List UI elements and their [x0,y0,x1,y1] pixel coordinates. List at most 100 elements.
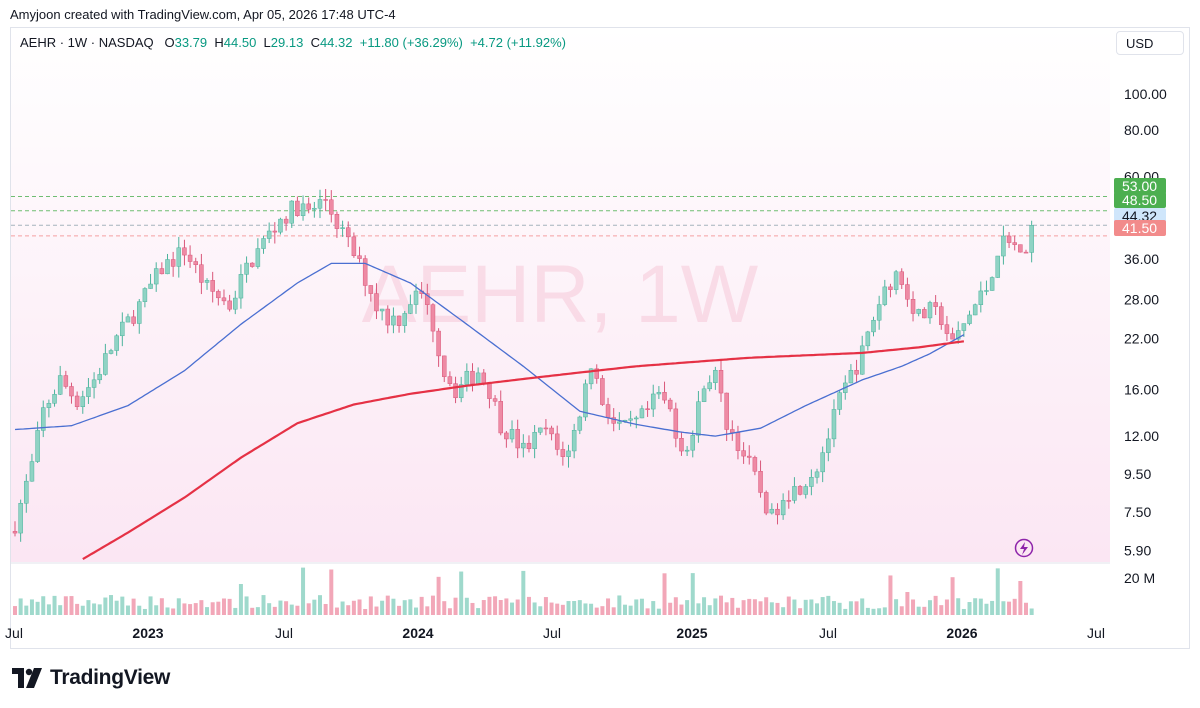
volume-bar [92,603,97,615]
volume-bar [329,569,334,615]
volume-bar [606,598,611,615]
candle-body [86,387,91,397]
volume-bar [18,598,23,615]
candle-body [80,396,86,407]
candle-body [453,383,458,399]
volume-bar [939,605,944,615]
candle-body [837,392,842,410]
candle-body [1029,225,1034,253]
candle-body [40,407,46,431]
volume-bar [668,602,673,615]
candle-body [447,376,453,384]
volume-bar [707,605,712,615]
candle-body [492,398,498,402]
currency-selector[interactable]: USD [1116,31,1184,55]
candle-body [662,392,667,401]
volume-bar [385,595,390,615]
tradingview-logo: TradingView [12,666,170,690]
candle-body [950,333,955,340]
candle-body [718,370,724,394]
volume-bar [843,608,848,615]
volume-bar [815,603,820,615]
volume-bar [58,605,63,615]
candle-body [368,285,374,294]
candle-body [634,417,639,420]
candle-body [978,290,984,305]
candle-body [199,264,204,283]
candle-body [69,386,74,397]
volume-bar [148,596,153,615]
candle-body [713,370,718,383]
volume-bar [944,599,949,615]
volume-bar [210,602,215,615]
candle-body [667,399,673,410]
volume-bar [786,596,791,615]
volume-bar [662,573,667,615]
candle-body [679,438,684,452]
volume-bar [916,606,921,615]
volume-bar [1007,601,1012,615]
candle-body [617,421,622,424]
volume-bar [927,600,932,615]
volume-bar [577,600,582,615]
volume-bar [447,608,452,615]
symbol-label[interactable]: AEHR · 1W · NASDAQ [20,35,154,50]
price-badge [1114,178,1166,194]
candle-body [233,297,238,310]
volume-bar [741,600,746,615]
x-tick-label: 2025 [676,625,707,641]
candle-body [639,408,645,419]
candle-body [797,486,803,495]
volume-bar [301,567,306,615]
lightning-icon [1014,538,1034,558]
volume-bar [46,604,51,615]
volume-bar [899,606,904,615]
candle-body [735,432,741,451]
volume-bar [430,595,435,615]
moving-average-slow-line [82,340,965,561]
volume-bar [255,607,260,615]
volume-bar [854,601,859,615]
volume-bar [950,577,955,615]
volume-bar [538,606,543,615]
candle-body [227,300,232,310]
candle-body [1012,242,1017,245]
candle-body [763,492,769,514]
candle-body [74,395,80,407]
volume-bar [86,600,91,615]
candle-body [532,432,537,449]
volume-bar [272,606,277,615]
candle-body [52,394,57,404]
volume-bar [351,600,356,615]
volume-bar [171,608,176,615]
candle-body [690,435,696,451]
volume-bar [142,608,147,615]
volume-bar [809,599,814,615]
candle-body [402,313,407,326]
candle-body [899,271,904,285]
volume-bar [114,600,119,615]
candle-body [244,262,249,275]
price-badge [1114,192,1166,208]
candle-body [910,299,916,314]
candle-body [204,280,210,283]
candle-body [187,254,193,262]
y-tick-label: 5.90 [1124,543,1151,559]
volume-bar [526,596,531,615]
candle-body [193,261,198,265]
candle-body [165,259,170,275]
candle-body [509,429,515,440]
volume-bar [679,604,684,615]
x-tick-label: 2023 [132,625,163,641]
candle-body [120,321,125,337]
volume-bar [781,607,786,615]
volume-bar [289,604,294,615]
candle-body [261,238,266,249]
candle-body [97,374,102,381]
candle-body [12,531,18,534]
volume-bar [510,602,515,615]
candle-body [18,503,23,534]
volume-bar [871,608,876,615]
volume-bar [673,597,678,615]
